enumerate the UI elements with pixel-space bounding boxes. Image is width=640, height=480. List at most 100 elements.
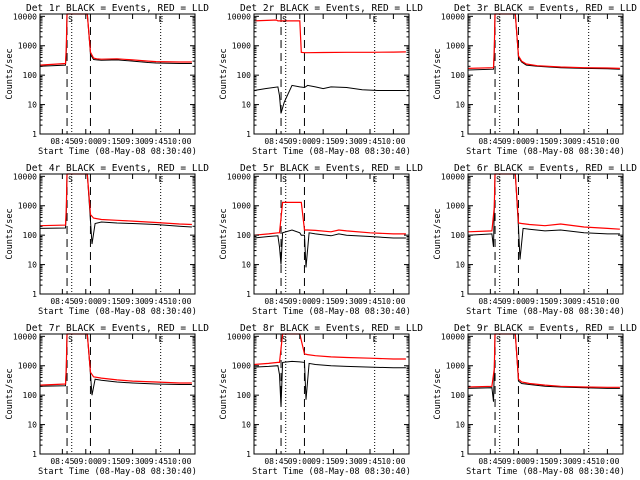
x-tick-label: 09:30	[335, 297, 359, 306]
event-marker-label: S	[496, 335, 501, 344]
lld-series-line	[253, 333, 406, 366]
x-tick-label: 08:45	[50, 137, 74, 146]
y-tick-label: 10000	[13, 12, 37, 21]
event-marker-label: S	[496, 15, 501, 24]
y-tick-label: 100	[451, 231, 466, 240]
x-tick-label: 09:15	[97, 457, 121, 466]
y-axis-label: Counts/sec	[5, 48, 15, 99]
y-axis-label: Counts/sec	[219, 208, 229, 259]
x-axis-label: Start Time (08-May-08 08:30:40)	[466, 147, 625, 157]
y-tick-label: 10000	[227, 172, 251, 181]
events-series-line	[253, 360, 406, 407]
y-tick-label: 1	[32, 130, 37, 139]
x-tick-label: 08:45	[478, 457, 502, 466]
x-tick-label: 09:30	[121, 457, 145, 466]
x-tick-label: 09:45	[572, 137, 596, 146]
y-axis-label: Counts/sec	[219, 368, 229, 419]
panel-title: Det 8r BLACK = Events, RED = LLD	[240, 323, 423, 334]
panel-title: Det 6r BLACK = Events, RED = LLD	[454, 163, 637, 174]
y-tick-label: 1000	[18, 42, 37, 51]
plot-frame	[39, 333, 196, 455]
plot-frame	[253, 333, 410, 455]
y-tick-label: 1	[246, 290, 251, 299]
x-tick-label: 09:00	[74, 297, 98, 306]
x-tick-label: 08:45	[264, 297, 288, 306]
y-tick-label: 10	[455, 261, 465, 270]
x-tick-label: 09:15	[525, 297, 549, 306]
x-tick-label: 09:45	[358, 457, 382, 466]
x-tick-label: 10:00	[381, 137, 405, 146]
panel-title: Det 4r BLACK = Events, RED = LLD	[26, 163, 209, 174]
events-series-line	[253, 229, 406, 268]
x-tick-label: 09:45	[358, 137, 382, 146]
event-marker-label: E	[587, 15, 592, 24]
event-marker-label: S	[68, 335, 73, 344]
event-marker-label: S	[282, 335, 287, 344]
y-tick-label: 10000	[441, 172, 465, 181]
x-tick-label: 09:15	[97, 297, 121, 306]
x-tick-label: 09:00	[74, 137, 98, 146]
y-tick-label: 100	[237, 391, 252, 400]
y-tick-label: 10000	[441, 12, 465, 21]
y-axis-label: Counts/sec	[433, 48, 443, 99]
event-marker-label: E	[373, 175, 378, 184]
y-tick-label: 1000	[446, 202, 465, 211]
x-tick-label: 10:00	[595, 457, 619, 466]
lld-series-line	[253, 201, 406, 236]
panel-title: Det 7r BLACK = Events, RED = LLD	[26, 323, 209, 334]
y-tick-label: 100	[237, 231, 252, 240]
x-tick-label: 09:15	[525, 457, 549, 466]
y-tick-label: 100	[23, 71, 38, 80]
x-tick-label: 10:00	[595, 297, 619, 306]
events-series-line	[467, 13, 620, 71]
y-tick-label: 10000	[13, 332, 37, 341]
x-tick-label: 09:00	[288, 457, 312, 466]
y-tick-label: 100	[23, 231, 38, 240]
detector-panel-3: S E 1 10 100 1000 10000 08:45 09:00 09:15 09:30 09:…	[433, 3, 637, 157]
y-tick-label: 10000	[227, 332, 251, 341]
panel-title: Det 3r BLACK = Events, RED = LLD	[454, 3, 637, 14]
event-marker-label: S	[282, 175, 287, 184]
x-axis-label: Start Time (08-May-08 08:30:40)	[38, 147, 197, 157]
x-tick-label: 09:30	[549, 457, 573, 466]
y-tick-label: 1	[32, 290, 37, 299]
x-tick-label: 09:15	[311, 137, 335, 146]
x-axis-label: Start Time (08-May-08 08:30:40)	[466, 467, 625, 477]
events-series-line	[467, 173, 620, 260]
y-tick-label: 10000	[13, 172, 37, 181]
x-axis-label: Start Time (08-May-08 08:30:40)	[38, 307, 197, 317]
x-tick-label: 08:45	[478, 297, 502, 306]
x-tick-label: 09:00	[502, 297, 526, 306]
y-tick-label: 1	[32, 450, 37, 459]
y-tick-label: 1	[460, 130, 465, 139]
event-marker-label: E	[159, 175, 164, 184]
events-series-line	[467, 333, 620, 402]
lld-series-line	[253, 19, 406, 54]
detector-panel-4: S E 1 10 100 1000 10000 08:45 09:00 09:15 09:30 09:…	[5, 163, 209, 317]
y-tick-label: 10	[27, 261, 37, 270]
x-tick-label: 08:45	[50, 297, 74, 306]
lld-series-line	[39, 173, 192, 227]
y-tick-label: 10000	[227, 12, 251, 21]
event-marker-label: S	[496, 175, 501, 184]
x-axis-label: Start Time (08-May-08 08:30:40)	[252, 147, 411, 157]
x-tick-label: 08:45	[50, 457, 74, 466]
y-tick-label: 1000	[446, 42, 465, 51]
detector-panel-5: S E 1 10 100 1000 10000 08:45 09:00 09:15 09:30 09:…	[219, 163, 423, 317]
x-tick-label: 10:00	[167, 457, 191, 466]
x-tick-label: 10:00	[381, 297, 405, 306]
x-tick-label: 09:45	[144, 137, 168, 146]
x-tick-label: 09:30	[335, 137, 359, 146]
events-series-line	[39, 173, 192, 245]
x-tick-label: 09:00	[288, 297, 312, 306]
plot-frame	[467, 173, 624, 295]
x-tick-label: 09:45	[572, 457, 596, 466]
detector-panel-9: S E 1 10 100 1000 10000 08:45 09:00 09:15 09:30 09:…	[433, 323, 637, 477]
x-tick-label: 09:30	[549, 137, 573, 146]
y-tick-label: 100	[23, 391, 38, 400]
events-series-line	[39, 333, 192, 396]
x-tick-label: 09:45	[358, 297, 382, 306]
y-tick-label: 1	[246, 130, 251, 139]
event-marker-label: E	[373, 15, 378, 24]
y-tick-label: 10	[241, 101, 251, 110]
